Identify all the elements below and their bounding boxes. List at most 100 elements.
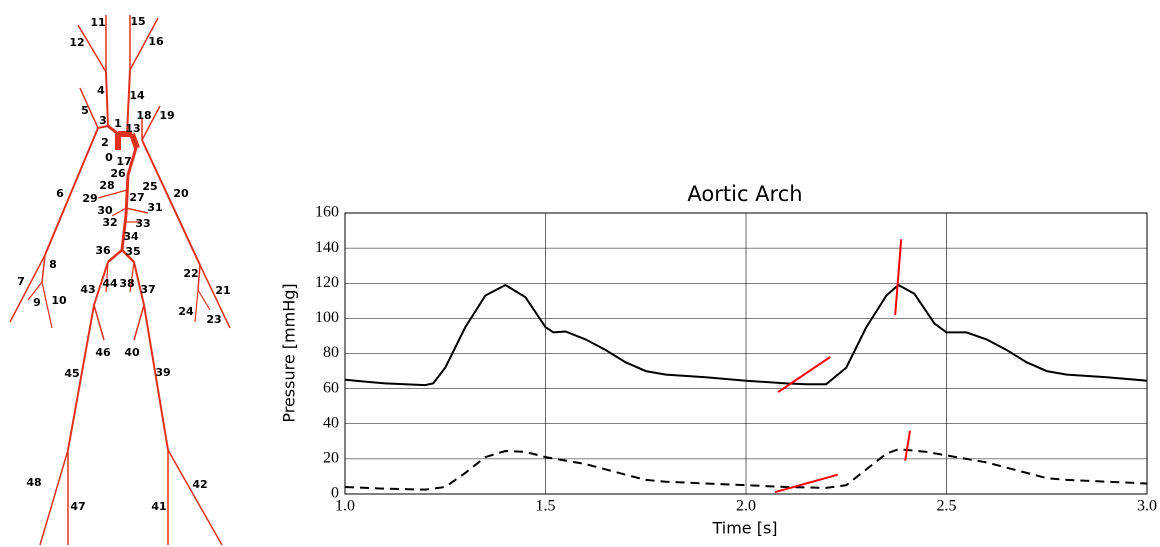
segment-label: 6: [56, 187, 64, 200]
segment-label: 36: [95, 244, 111, 257]
artery: [41, 254, 46, 283]
segment-label: 35: [125, 245, 140, 258]
artery: [141, 139, 201, 266]
artery: [194, 289, 199, 323]
y-tick-label: 60: [323, 379, 339, 396]
artery: [97, 125, 109, 129]
segment-label: 31: [147, 201, 162, 214]
segment-label: 28: [99, 179, 114, 192]
artery: [27, 281, 43, 301]
y-tick-label: 140: [315, 239, 339, 256]
segment-label: 43: [80, 283, 95, 296]
line-series: [774, 473, 839, 494]
segment-label: 18: [136, 109, 151, 122]
artery: [129, 261, 135, 293]
segment-label: 39: [155, 366, 170, 379]
artery: [44, 127, 99, 256]
segment-label: 3: [99, 114, 107, 127]
artery: [111, 207, 127, 217]
artery: [41, 281, 53, 329]
segment-label: 4: [97, 84, 105, 97]
y-tick-label: 20: [323, 450, 339, 467]
x-tick-label: 2.5: [937, 498, 957, 515]
segment-label: 25: [142, 180, 157, 193]
y-tick-label: 80: [323, 344, 339, 361]
y-tick-label: 120: [315, 274, 339, 291]
artery: [105, 261, 109, 293]
segment-label: 47: [70, 500, 85, 513]
artery: [129, 17, 159, 71]
artery: [107, 249, 123, 263]
artery: [129, 132, 140, 150]
segment-label: 17: [116, 155, 131, 168]
line-series: [344, 283, 1148, 387]
segment-label: 22: [183, 267, 198, 280]
segment-label: 11: [90, 16, 105, 29]
artery: [133, 261, 145, 306]
artery: [167, 449, 223, 546]
segment-label: 32: [102, 216, 117, 229]
segment-label: 23: [206, 313, 221, 326]
segment-label: 37: [140, 283, 155, 296]
segment-label: 41: [151, 500, 166, 513]
y-axis-label: Pressure [mmHg]: [280, 283, 299, 422]
artery: [121, 249, 135, 263]
artery: [97, 189, 128, 199]
plot-frame: [344, 212, 1148, 495]
segment-label: 42: [192, 478, 207, 491]
chart-title: Aortic Arch: [687, 182, 802, 206]
segment-label: 14: [129, 89, 145, 102]
segment-label: 26: [110, 167, 126, 180]
segment-label: 38: [119, 277, 134, 290]
artery: [93, 261, 109, 306]
line-series: [894, 239, 903, 315]
artery: [141, 105, 161, 141]
segment-label: 44: [102, 277, 118, 290]
x-tick-label: 1.0: [335, 498, 355, 515]
artery: [9, 254, 46, 323]
segment-label: 27: [129, 191, 144, 204]
artery: [79, 87, 99, 129]
line-series: [344, 448, 1148, 491]
segment-label: 13: [125, 122, 140, 135]
artery: [107, 124, 119, 136]
segment-label: 16: [148, 35, 164, 48]
segment-label: 15: [130, 15, 145, 28]
segment-label: 46: [95, 346, 111, 359]
x-tick-label: 3.0: [1137, 498, 1157, 515]
segment-label: 2: [101, 136, 109, 149]
artery: [105, 71, 109, 127]
y-tick-label: 40: [323, 414, 339, 431]
artery: [125, 207, 149, 214]
segment-label: 24: [178, 305, 194, 318]
x-axis-label: Time [s]: [711, 519, 777, 538]
artery: [126, 147, 138, 176]
line-series: [904, 430, 911, 461]
segment-label: 7: [17, 275, 25, 288]
artery: [197, 289, 211, 311]
artery: [126, 69, 131, 135]
artery: [77, 24, 107, 73]
segment-label: 21: [215, 284, 230, 297]
y-tick-label: 160: [315, 204, 339, 221]
segment-label: 45: [64, 367, 79, 380]
segment-label: 33: [135, 217, 150, 230]
segment-label: 9: [33, 296, 41, 309]
segment-label: 5: [81, 104, 89, 117]
y-tick-label: 100: [315, 309, 339, 326]
y-tick-label: 0: [331, 485, 339, 502]
segment-label: 29: [82, 192, 97, 205]
artery: [133, 304, 145, 341]
artery: [143, 304, 169, 451]
artery: [93, 304, 105, 341]
segment-label: 30: [97, 204, 113, 217]
segment-label: 40: [124, 346, 140, 359]
segment-label: 48: [26, 476, 41, 489]
x-tick-label: 2.0: [736, 498, 756, 515]
segment-label: 34: [123, 230, 139, 243]
segment-label: 20: [173, 187, 189, 200]
line-series: [777, 356, 831, 393]
artery: [120, 214, 128, 251]
